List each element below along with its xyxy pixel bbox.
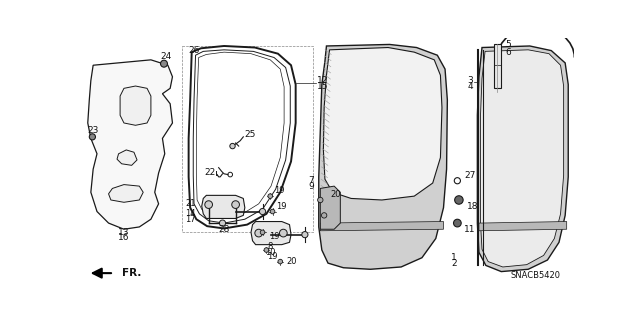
Polygon shape [481,50,564,267]
Text: SNACB5420: SNACB5420 [511,271,561,280]
Circle shape [270,209,275,214]
Circle shape [205,201,212,208]
Text: 19: 19 [268,252,278,261]
Circle shape [260,230,265,235]
Polygon shape [323,48,442,200]
Circle shape [302,232,308,238]
Text: 10: 10 [265,248,275,257]
Text: 18: 18 [467,202,478,211]
Text: 20: 20 [287,257,297,266]
Text: 28: 28 [218,225,230,234]
Circle shape [220,220,225,226]
Polygon shape [88,60,172,229]
Polygon shape [477,46,568,271]
Circle shape [321,213,327,218]
Ellipse shape [513,197,540,211]
Polygon shape [251,221,291,245]
Text: 20: 20 [330,190,341,199]
Ellipse shape [369,197,395,211]
Polygon shape [493,44,501,88]
Circle shape [454,196,463,204]
Circle shape [280,229,287,237]
Text: 13: 13 [118,228,130,237]
Text: FR.: FR. [122,268,141,278]
Text: 8: 8 [268,242,273,251]
Circle shape [454,219,461,227]
Text: 19: 19 [274,186,285,195]
Circle shape [268,194,273,198]
Text: 6: 6 [505,48,511,57]
Text: 7: 7 [308,176,314,185]
Text: 19: 19 [269,233,279,241]
Polygon shape [109,185,143,202]
Text: 25: 25 [245,130,256,139]
Text: 23: 23 [88,126,99,135]
Circle shape [255,229,262,237]
Circle shape [259,208,266,215]
Text: 4: 4 [467,82,473,91]
Polygon shape [202,195,245,219]
Circle shape [264,248,269,252]
Text: 15: 15 [317,82,329,91]
Text: 5: 5 [505,40,511,49]
Text: 27: 27 [464,171,476,180]
Circle shape [317,197,323,203]
Text: 21: 21 [185,198,196,208]
Text: 24: 24 [161,52,172,61]
Text: 9: 9 [308,182,314,191]
Text: 3: 3 [467,76,473,85]
Polygon shape [117,150,137,165]
Polygon shape [319,44,447,269]
Text: 11: 11 [464,225,476,234]
Text: 2: 2 [451,259,457,268]
Polygon shape [320,186,340,229]
Circle shape [232,201,239,208]
Ellipse shape [511,194,543,214]
Polygon shape [120,86,151,125]
Circle shape [278,259,283,264]
Circle shape [90,134,95,140]
Polygon shape [320,221,444,231]
Polygon shape [479,221,566,231]
Text: 17: 17 [185,216,196,225]
Text: 14: 14 [185,209,196,218]
Circle shape [230,143,236,149]
Ellipse shape [365,194,398,214]
Circle shape [161,60,168,67]
Text: 1: 1 [451,253,457,262]
Text: 16: 16 [118,233,130,242]
Text: 26: 26 [189,46,200,55]
Text: 12: 12 [317,76,328,85]
Text: 19: 19 [276,202,287,211]
Text: 22: 22 [204,168,216,177]
